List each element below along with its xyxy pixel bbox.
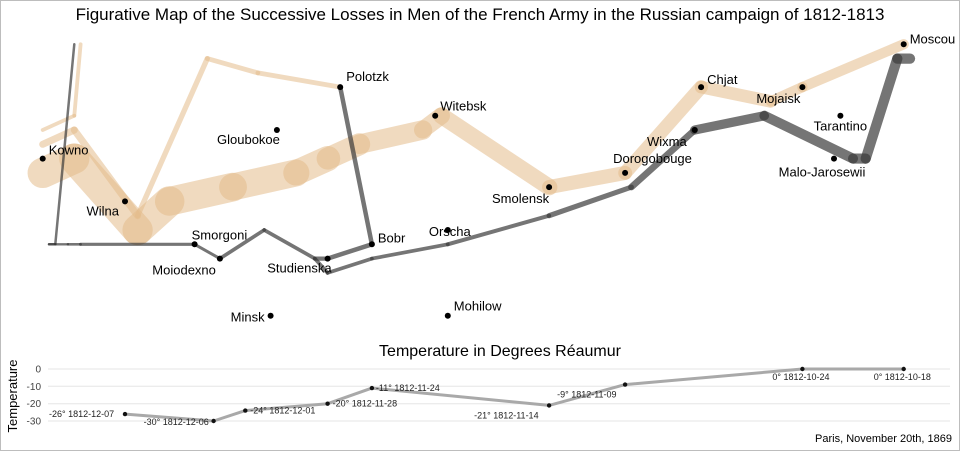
city-label: Studienska — [267, 261, 332, 276]
city-label: Moiodexno — [152, 263, 216, 278]
retreat-path-segment — [759, 110, 858, 164]
map-panel: Kowno Wilna Smorgoni Moiodexno Gloubokoe Mins… — [27, 31, 956, 325]
advance-branch-kowno-segment — [40, 113, 77, 132]
advance-path-segment — [349, 120, 433, 155]
temperature-tick-label: -30 — [27, 417, 42, 428]
city-marker — [273, 127, 280, 133]
city-marker — [324, 255, 331, 262]
temperature-point-label: -11° 1812-11-24 — [376, 383, 440, 393]
city-label: Witebsk — [440, 99, 487, 114]
city-marker — [900, 41, 907, 48]
city-marker — [191, 241, 198, 248]
city-marker — [444, 227, 451, 233]
advance-branch-north-segment — [255, 70, 343, 90]
advance-branch-north-segment — [134, 55, 210, 219]
retreat-path-segment — [860, 53, 903, 164]
retreat-path-segment — [690, 111, 770, 135]
city-label: Orscha — [429, 224, 472, 239]
city-marker — [432, 112, 439, 119]
retreat-path-segment — [193, 242, 222, 261]
city-marker — [39, 155, 46, 162]
temperature-point — [243, 408, 248, 413]
city-marker — [337, 84, 344, 91]
temperature-point — [369, 385, 375, 391]
city-marker — [216, 255, 223, 262]
city-marker — [546, 184, 553, 191]
city-label: Smorgoni — [192, 227, 248, 242]
temperature-point — [901, 366, 906, 372]
city-label: Minsk — [231, 310, 265, 325]
city-label: Tarantino — [814, 119, 867, 134]
city-label: Bobr — [378, 230, 406, 245]
temperature-point — [325, 401, 330, 406]
city-label: Polotzk — [346, 69, 389, 84]
advance-path-segment — [694, 80, 778, 108]
city-marker — [267, 312, 274, 319]
temperature-tick-label: -10 — [27, 382, 42, 393]
temperature-point — [800, 366, 805, 372]
city-label: Gloubokoe — [217, 132, 280, 147]
temperature-tick-label: 0 — [35, 365, 41, 376]
city-label: Moscou — [910, 31, 956, 46]
retreat-path-segment — [218, 228, 267, 261]
city-marker — [122, 198, 128, 205]
temperature-axis-label: Temperature — [5, 360, 20, 433]
temperature-point — [622, 382, 628, 387]
retreat-path-segment — [445, 213, 552, 247]
retreat-branch-kowno-segment — [54, 43, 76, 246]
temperature-point — [211, 418, 216, 424]
city-marker — [444, 312, 451, 319]
city-label: Wixma — [647, 134, 687, 149]
retreat-path-segment — [546, 184, 634, 219]
city-marker — [698, 84, 705, 91]
retreat-path-segment — [370, 242, 450, 261]
city-label: Malo-Jarosewii — [779, 165, 866, 180]
city-label: Mojaisk — [756, 91, 801, 106]
advance-path-segment — [765, 81, 808, 107]
advance-branch-kowno-segment — [72, 42, 83, 118]
advance-path-segment — [542, 165, 633, 195]
temperature-tick-label: -20 — [27, 399, 42, 410]
advance-path-segment — [797, 39, 909, 93]
retreat-path-segment — [628, 126, 699, 191]
temperature-point — [546, 403, 552, 408]
temperature-point-label: -21° 1812-11-14 — [474, 410, 538, 420]
map-title: Figurative Map of the Successive Losses … — [76, 5, 885, 24]
advance-path-segment — [433, 107, 558, 196]
retreat-branch-polotzk-segment — [325, 242, 375, 261]
city-marker — [691, 127, 698, 133]
city-marker — [799, 84, 806, 91]
advance-path-segment — [59, 143, 153, 246]
temperature-point — [122, 411, 128, 417]
temperature-point-label: 0° 1812-10-24 — [772, 372, 829, 382]
temperature-point-label: -24° 1812-12-01 — [250, 406, 315, 416]
advance-path-segment — [618, 80, 708, 180]
chart-caption: Paris, November 20th, 1869 — [815, 433, 952, 445]
city-marker — [368, 241, 375, 248]
city-label: Wilna — [86, 203, 119, 218]
temperature-point-label: -9° 1812-11-09 — [557, 390, 616, 400]
city-marker — [622, 169, 629, 176]
city-marker — [837, 112, 844, 119]
temperature-point-label: -20° 1812-11-28 — [333, 399, 397, 409]
city-label: Kowno — [49, 143, 89, 158]
retreat-branch-polotzk-segment — [337, 84, 375, 247]
retreat-path-segment — [325, 256, 374, 275]
city-label: Chjat — [707, 72, 738, 87]
advance-branch-north-segment — [204, 56, 261, 76]
temperature-point-label: -30° 1812-12-06 — [144, 417, 209, 427]
temperature-title: Temperature in Degrees Réaumur — [379, 343, 622, 360]
temperature-point-label: 0° 1812-10-18 — [874, 372, 931, 382]
city-label: Smolensk — [492, 191, 550, 206]
city-label: Mohilow — [454, 299, 502, 314]
retreat-path-segment — [313, 256, 330, 275]
retreat-path-segment — [262, 228, 317, 261]
advance-branch-north-segment — [39, 126, 78, 148]
temperature-point-label: -26° 1812-12-07 — [49, 409, 114, 419]
city-label: Dorogobouge — [613, 151, 692, 166]
temperature-panel: 0 -10 -20 -30 0° 1812-10-18 0° 1812-10-24 -9° … — [27, 365, 950, 428]
city-marker — [831, 155, 837, 162]
